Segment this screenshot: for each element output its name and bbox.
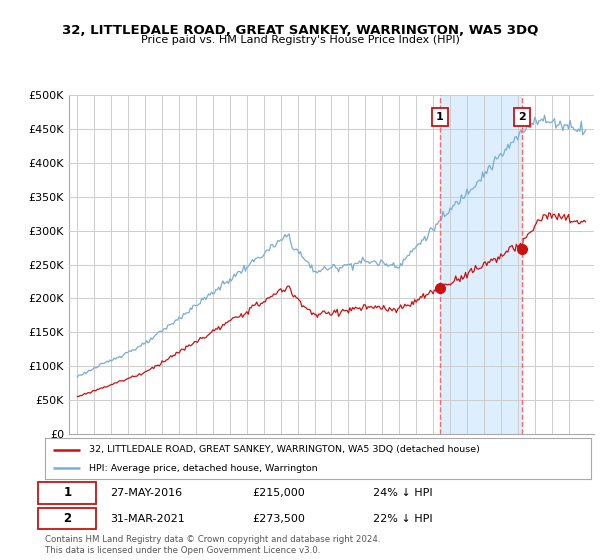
Text: £215,000: £215,000 <box>253 488 305 498</box>
Text: 31-MAR-2021: 31-MAR-2021 <box>110 514 185 524</box>
Text: £273,500: £273,500 <box>253 514 305 524</box>
Text: 2: 2 <box>518 112 526 122</box>
Text: 24% ↓ HPI: 24% ↓ HPI <box>373 488 432 498</box>
Text: HPI: Average price, detached house, Warrington: HPI: Average price, detached house, Warr… <box>89 464 317 473</box>
Text: 1: 1 <box>64 486 71 500</box>
FancyBboxPatch shape <box>38 482 96 503</box>
Text: 2: 2 <box>64 512 71 525</box>
Text: 32, LITTLEDALE ROAD, GREAT SANKEY, WARRINGTON, WA5 3DQ: 32, LITTLEDALE ROAD, GREAT SANKEY, WARRI… <box>62 24 538 36</box>
Text: Price paid vs. HM Land Registry's House Price Index (HPI): Price paid vs. HM Land Registry's House … <box>140 35 460 45</box>
Text: 22% ↓ HPI: 22% ↓ HPI <box>373 514 432 524</box>
FancyBboxPatch shape <box>38 508 96 529</box>
Text: 32, LITTLEDALE ROAD, GREAT SANKEY, WARRINGTON, WA5 3DQ (detached house): 32, LITTLEDALE ROAD, GREAT SANKEY, WARRI… <box>89 445 479 454</box>
Text: 27-MAY-2016: 27-MAY-2016 <box>110 488 182 498</box>
Bar <box>440 95 522 434</box>
Text: Contains HM Land Registry data © Crown copyright and database right 2024.
This d: Contains HM Land Registry data © Crown c… <box>45 535 380 555</box>
Text: 1: 1 <box>436 112 444 122</box>
